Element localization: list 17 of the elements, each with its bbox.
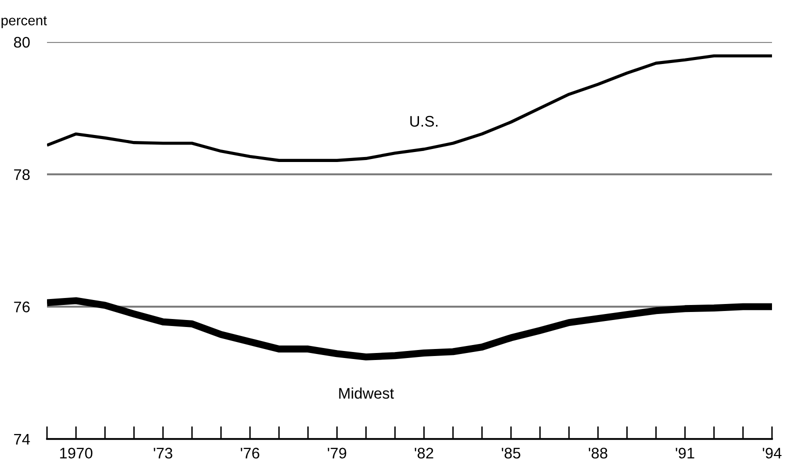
y-tick-label: 76	[14, 302, 30, 312]
x-tick-label: '94	[762, 448, 782, 459]
x-tick-label: '85	[502, 448, 520, 459]
y-tick-label: 80	[14, 36, 30, 48]
x-tick-label: '91	[676, 448, 694, 459]
series-label: U.S.	[410, 116, 438, 127]
text: Midwest	[339, 388, 394, 399]
y-axis-title: percent	[2, 16, 47, 28]
x-tick-label: '79	[328, 448, 346, 459]
x-tick-label: '76	[240, 448, 260, 459]
x-tick-label: '82	[414, 448, 434, 459]
x-tick-label: '88	[588, 448, 608, 459]
y-tick-label: 74	[14, 434, 30, 445]
x-tick-label: '73	[154, 448, 172, 459]
x-tick-label: 1970	[60, 448, 92, 459]
line-series	[47, 54, 772, 162]
y-tick-label: 78	[14, 169, 30, 180]
